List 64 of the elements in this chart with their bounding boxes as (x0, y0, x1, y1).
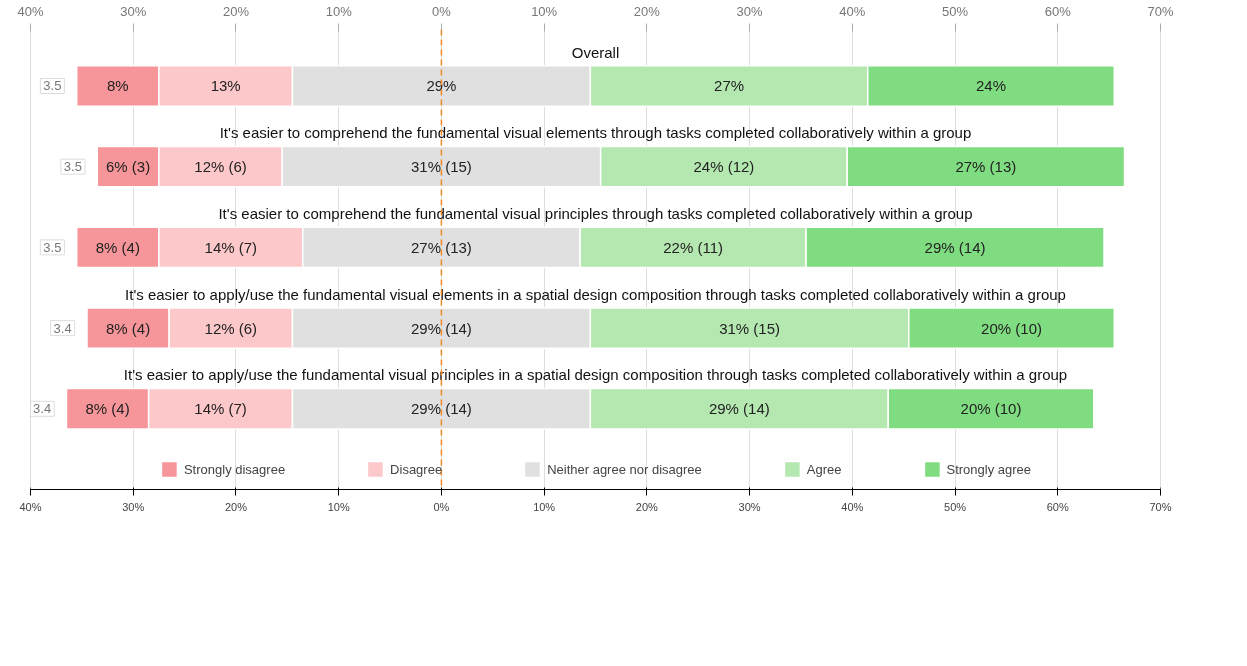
text: 30% (120, 3, 147, 19)
data-label: 20% (10) (981, 319, 1042, 337)
data-label: 24% (975, 77, 1007, 95)
x-tick-label: 70% (1149, 500, 1172, 513)
text: 40% (839, 3, 866, 19)
x-tick-label: 60% (1046, 500, 1069, 513)
data-label: 29% (14) (410, 319, 472, 337)
x-tick-label: 10% (533, 500, 556, 513)
x-tick-label: 40% (19, 500, 42, 513)
legend-label: Disagree (390, 461, 443, 477)
data-label: 13% (210, 77, 241, 95)
text: 40% (17, 3, 44, 19)
text: 20% (222, 3, 249, 19)
text: 50% (942, 3, 969, 19)
annotation: 3.5 (63, 159, 82, 175)
x-tick-label: 40% (841, 500, 864, 513)
data-label: 31% (15) (410, 158, 472, 176)
annotation: 3.4 (53, 320, 72, 336)
text: 10% (531, 3, 558, 19)
data-label: 12% (6) (204, 319, 258, 337)
data-label: 22% (11) (663, 238, 723, 256)
text: 0% (432, 3, 451, 19)
x-tick-label: 30% (122, 500, 145, 513)
y-tick-label: It's easier to apply/use the fundamental visual elements in a spatial design composition through tasks completed collaboratively within a group (125, 285, 1066, 303)
x-tick-label: 30% (738, 500, 761, 513)
data-label: 8% (4) (95, 238, 140, 256)
text: 30% (736, 3, 763, 19)
data-label: 20% (10) (960, 400, 1022, 418)
annotation: 3.5 (43, 239, 62, 255)
annotation: 3.4 (33, 401, 52, 417)
y-tick-label: Overall (571, 43, 620, 61)
x-tick-label: 20% (224, 500, 248, 513)
text: 60% (1044, 3, 1071, 19)
data-label: 12% (6) (194, 158, 247, 176)
data-label: 14% (7) (194, 400, 247, 418)
legend-label: Agree (806, 461, 842, 477)
legend-label: Strongly disagree (183, 461, 286, 477)
data-label: 29% (426, 77, 457, 95)
y-tick-label: It's easier to comprehend the fundamental visual elements through tasks completed collaboratively within a group (219, 124, 972, 142)
data-label: 27% (13) (410, 238, 472, 256)
legend-label: Neither agree nor disagree (547, 461, 702, 477)
text: 70% (1147, 3, 1174, 19)
data-label: 8% (4) (106, 319, 151, 337)
data-label: 29% (14) (708, 400, 770, 418)
legend-label: Strongly agree (946, 461, 1032, 477)
annotation: 3.5 (43, 78, 62, 94)
y-tick-label: It's easier to apply/use the fundamental visual principles in a spatial design composition through tasks completed collaboratively within a group (123, 366, 1068, 384)
data-label: 14% (7) (204, 238, 258, 256)
x-tick-label: 10% (327, 500, 350, 513)
data-label: 27% (714, 77, 745, 95)
data-label: 27% (13) (955, 158, 1017, 176)
data-label: 8% (106, 77, 129, 95)
data-label: 6% (3) (106, 158, 151, 176)
text: 20% (633, 3, 660, 19)
data-label: 8% (4) (85, 400, 130, 418)
x-tick-label: 50% (944, 500, 967, 513)
y-tick-label: It's easier to comprehend the fundamental visual principles through tasks completed collaboratively within a group (218, 205, 973, 222)
data-label: 29% (14) (924, 238, 986, 256)
x-tick-label: 20% (635, 500, 659, 513)
x-tick-label: 0% (433, 500, 450, 513)
text: 10% (325, 3, 352, 19)
data-label: 29% (14) (410, 400, 472, 418)
data-label: 24% (12) (693, 158, 755, 176)
data-label: 31% (15) (719, 319, 781, 337)
